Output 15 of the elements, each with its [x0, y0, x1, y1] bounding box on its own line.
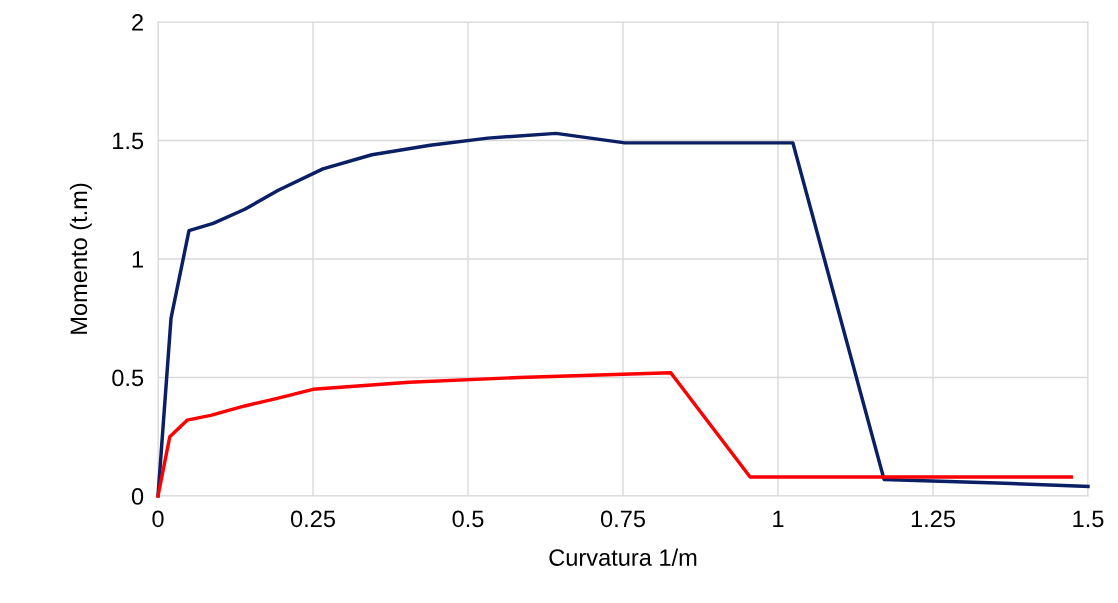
- x-axis-title: Curvatura 1/m: [549, 548, 697, 566]
- x-tick-label: 0.25: [290, 510, 335, 528]
- x-tick-label: 1: [773, 510, 784, 527]
- x-tick-label: 1.25: [911, 510, 955, 528]
- x-tick-label: 0.5: [452, 510, 484, 528]
- y-axis-title: Momento (t.m): [69, 183, 92, 334]
- y-tick-label: 1: [132, 251, 143, 268]
- line-series: [156, 371, 1073, 498]
- x-tick-label: 1.5: [1073, 510, 1104, 528]
- y-tick-label: 1.5: [113, 132, 144, 150]
- x-tick-label: 0: [152, 510, 164, 528]
- y-tick-label: 2: [132, 14, 143, 31]
- y-tick-label: 0.5: [112, 369, 144, 387]
- x-tick-label: 0.75: [600, 510, 645, 528]
- y-tick-label: 0: [131, 488, 144, 505]
